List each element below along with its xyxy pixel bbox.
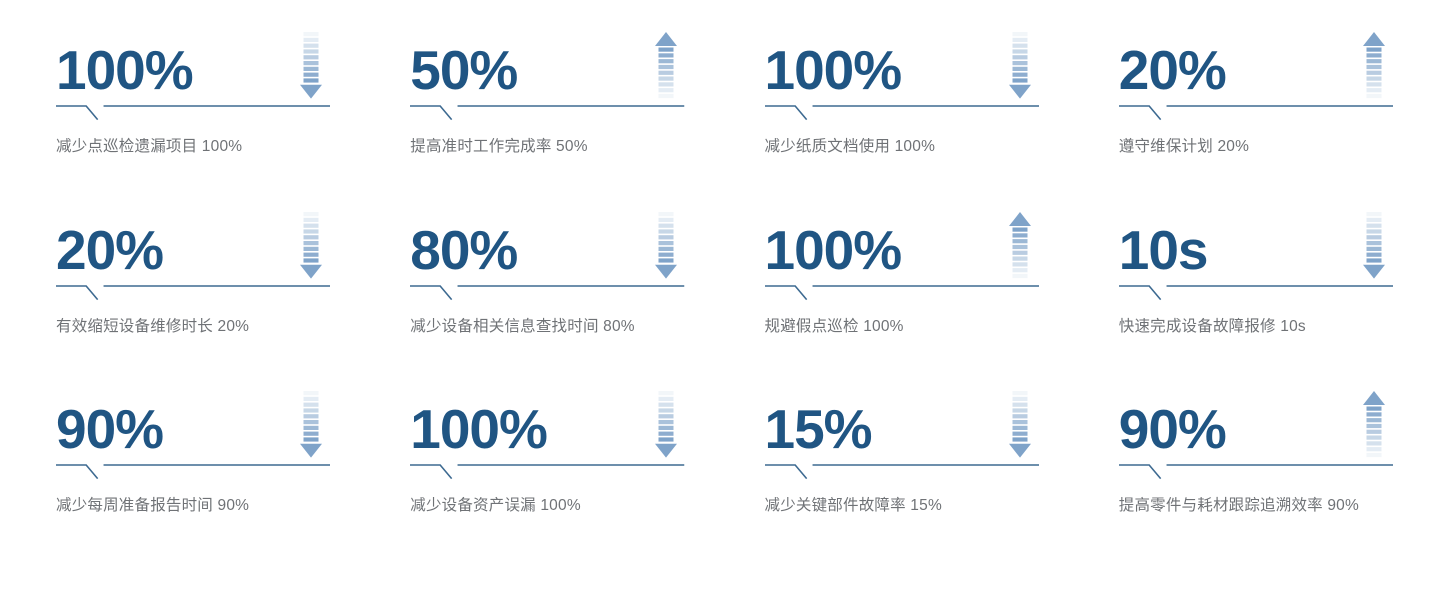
kpi-label: 减少设备资产误漏 100% (410, 497, 581, 515)
kpi-card: 50% 提高准时工作完成率 50% (364, 14, 718, 194)
kpi-label: 快速完成设备故障报修 10s (1118, 317, 1306, 335)
kpi-card: 100% 减少设备资产误漏 100% (364, 373, 718, 553)
kpi-label: 提高零件与耗材跟踪追溯效率 90% (1118, 497, 1359, 515)
arrow-down-icon (298, 391, 324, 465)
kpi-value: 100% (764, 39, 903, 101)
kpi-value-row: 10s (1118, 204, 1393, 281)
arrow-down-icon (1361, 211, 1387, 286)
kpi-divider (765, 280, 1039, 302)
kpi-card: 90% 提高零件与耗材跟踪追溯效率 90% (1073, 373, 1427, 553)
kpi-value: 20% (1118, 39, 1227, 101)
kpi-value: 100% (410, 398, 548, 461)
arrow-down-icon (1007, 32, 1033, 106)
kpi-value-row: 20% (1118, 24, 1393, 101)
kpi-divider (56, 459, 330, 481)
arrow-down-icon (298, 211, 324, 286)
kpi-label: 有效缩短设备维修时长 20% (56, 317, 250, 335)
kpi-divider (410, 280, 684, 302)
kpi-label: 提高准时工作完成率 50% (410, 138, 588, 155)
kpi-label: 规避假点巡检 100% (764, 317, 904, 335)
arrow-down-icon (1007, 391, 1033, 465)
kpi-value: 90% (56, 398, 164, 461)
kpi-divider (56, 280, 330, 302)
kpi-divider (765, 459, 1039, 481)
kpi-value: 20% (56, 218, 164, 281)
kpi-value: 100% (56, 39, 194, 101)
kpi-card: 80% 减少设备相关信息查找时间 80% (364, 194, 718, 374)
arrow-up-icon (653, 32, 679, 106)
kpi-divider (410, 459, 684, 481)
arrow-down-icon (298, 32, 324, 106)
kpi-value-row: 100% (765, 204, 1039, 278)
kpi-label: 减少关键部件故障率 15% (764, 497, 942, 515)
kpi-card: 100% 规避假点巡检 100% (719, 194, 1073, 374)
kpi-value-row: 80% (410, 204, 684, 281)
kpi-card: 100% 减少点巡检遗漏项目 100% (10, 14, 364, 194)
kpi-label: 减少点巡检遗漏项目 100% (56, 138, 243, 155)
kpi-value-row: 100% (56, 24, 330, 101)
arrow-up-icon (1007, 211, 1033, 286)
kpi-card: 20% 有效缩短设备维修时长 20% (10, 194, 364, 374)
kpi-value: 80% (410, 218, 518, 281)
kpi-card: 10s 快速完成设备故障报修 10s (1073, 194, 1427, 374)
kpi-value: 15% (764, 398, 873, 461)
arrow-down-icon (653, 211, 679, 286)
kpi-divider (1119, 459, 1393, 481)
kpi-value: 90% (1118, 398, 1227, 461)
kpi-value: 10s (1118, 218, 1209, 281)
kpi-label: 减少设备相关信息查找时间 80% (410, 317, 635, 335)
kpi-value-row: 15% (764, 383, 1039, 461)
kpi-value-row: 100% (410, 383, 684, 461)
kpi-value: 100% (764, 218, 903, 281)
kpi-value-row: 90% (56, 383, 330, 461)
kpi-value-row: 50% (410, 24, 684, 101)
kpi-label: 遵守维保计划 20% (1118, 138, 1250, 155)
kpi-card: 100% 减少纸质文档使用 100% (719, 14, 1073, 194)
kpi-label: 减少纸质文档使用 100% (764, 138, 936, 155)
kpi-value-row: 90% (1118, 383, 1393, 461)
kpi-card: 90% 减少每周准备报告时间 90% (10, 373, 364, 553)
kpi-label: 减少每周准备报告时间 90% (56, 497, 250, 515)
kpi-divider (1119, 100, 1393, 122)
kpi-value-row: 100% (764, 24, 1039, 101)
kpi-divider (1119, 280, 1393, 302)
kpi-card: 20% 遵守维保计划 20% (1073, 14, 1427, 194)
arrow-down-icon (653, 391, 679, 465)
kpi-divider (410, 100, 684, 122)
kpi-value-row: 20% (56, 204, 330, 281)
kpi-value: 50% (410, 39, 518, 101)
kpi-card: 15% 减少关键部件故障率 15% (719, 373, 1073, 553)
kpi-divider (765, 100, 1039, 122)
arrow-up-icon (1361, 391, 1387, 465)
arrow-up-icon (1361, 32, 1387, 106)
kpi-divider (56, 100, 330, 122)
